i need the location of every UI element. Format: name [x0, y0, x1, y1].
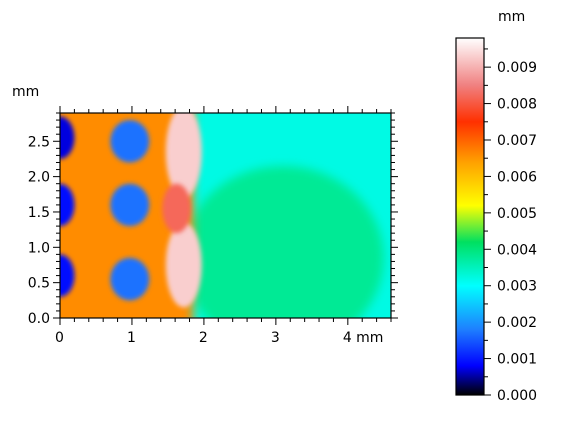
colorbar-tick-label: 0.008 [497, 97, 537, 113]
heatmap-image [60, 113, 391, 318]
colorbar-tick-label: 0.007 [497, 133, 537, 149]
colorbar-ticks: 0.000 0.001 0.002 0.003 0.004 0.005 0.006 0.007… [484, 48, 537, 404]
heatmap-dimple [60, 116, 75, 159]
colorbar-tick-label: 0.005 [497, 206, 537, 222]
y-tick-label: 2.0 [28, 170, 50, 186]
y-tick-label: 0.5 [28, 276, 50, 292]
heatmap-crest [165, 113, 202, 198]
heatmap-crest [165, 222, 202, 308]
y-tick-label: 1.0 [28, 240, 50, 256]
colorbar-gradient [455, 37, 485, 396]
y-tick-label: 2.5 [28, 134, 50, 150]
x-tick-label: 1 [127, 330, 136, 346]
colorbar-tick-label: 0.004 [497, 242, 537, 258]
colorbar-tick-label: 0.001 [497, 352, 537, 368]
y-axis-ticks: 0.0 0.5 1.0 1.5 2.0 2.5 [28, 112, 398, 327]
y-tick-label: 0.0 [28, 311, 50, 327]
heatmap-dimple [60, 254, 75, 297]
x-axis-ticks: 0 1 2 3 4 mm [55, 106, 392, 346]
x-tick-label: 0 [55, 330, 64, 346]
heatmap-basin [182, 166, 384, 318]
colorbar-tick-label: 0.000 [497, 388, 537, 404]
y-tick-label: 1.5 [28, 205, 50, 221]
colorbar-tick-label: 0.003 [497, 279, 537, 295]
y-axis-unit-label: mm [12, 84, 39, 100]
heatmap-dimple [60, 183, 75, 227]
colorbar-tick-label: 0.006 [497, 169, 537, 185]
colorbar-tick-label: 0.002 [497, 315, 537, 331]
x-tick-label: 2 [199, 330, 208, 346]
colorbar-unit-label: mm [498, 9, 525, 25]
x-tick-label: 4 mm [343, 330, 384, 346]
x-tick-label: 3 [271, 330, 280, 346]
heatmap-dimple [110, 257, 150, 301]
heatmap-crest [162, 183, 191, 234]
heatmap-dimple [110, 183, 150, 227]
plot-frame [59, 112, 392, 319]
heatmap-dimple [110, 120, 150, 163]
colorbar-tick-label: 0.009 [497, 60, 537, 76]
